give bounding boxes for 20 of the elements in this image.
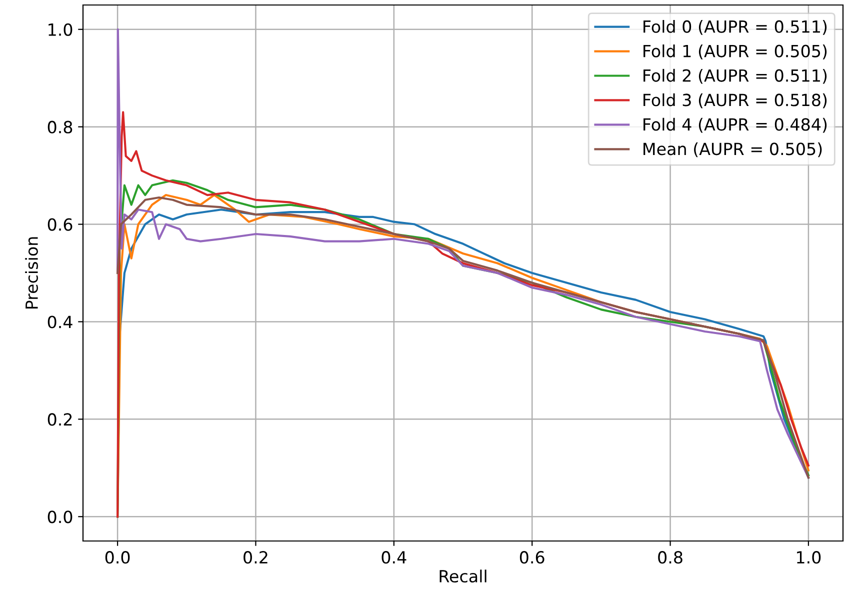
y-tick-label: 0.8 xyxy=(48,120,72,134)
legend-label: Fold 3 (AUPR = 0.518) xyxy=(644,93,827,108)
y-tick-label: 0.4 xyxy=(48,316,72,328)
y-tick-label: 0.0 xyxy=(48,510,72,524)
y-tick-label: 0.2 xyxy=(48,413,72,426)
legend-label: Fold 1 (AUPR = 0.505) xyxy=(644,44,827,60)
legend-label: Fold 2 (AUPR = 0.511) xyxy=(644,68,827,84)
y-tick-label: 0.6 xyxy=(48,218,72,231)
y-axis-title: Precision xyxy=(25,237,38,309)
legend-label: Mean (AUPR = 0.505) xyxy=(644,142,822,158)
x-tick-label: 0.4 xyxy=(382,551,406,564)
x-tick-label: 0.2 xyxy=(244,551,268,564)
legend-label: Fold 0 (AUPR = 0.511) xyxy=(644,20,827,35)
x-axis-title: Recall xyxy=(440,570,486,583)
x-tick-label: 0.8 xyxy=(658,551,682,564)
legend-label: Fold 4 (AUPR = 0.484) xyxy=(644,118,827,133)
x-tick-label: 0.0 xyxy=(105,551,130,564)
y-tick-label: 1.0 xyxy=(48,23,72,36)
x-tick-label: 0.6 xyxy=(520,551,544,564)
x-tick-label: 1.0 xyxy=(797,551,821,564)
